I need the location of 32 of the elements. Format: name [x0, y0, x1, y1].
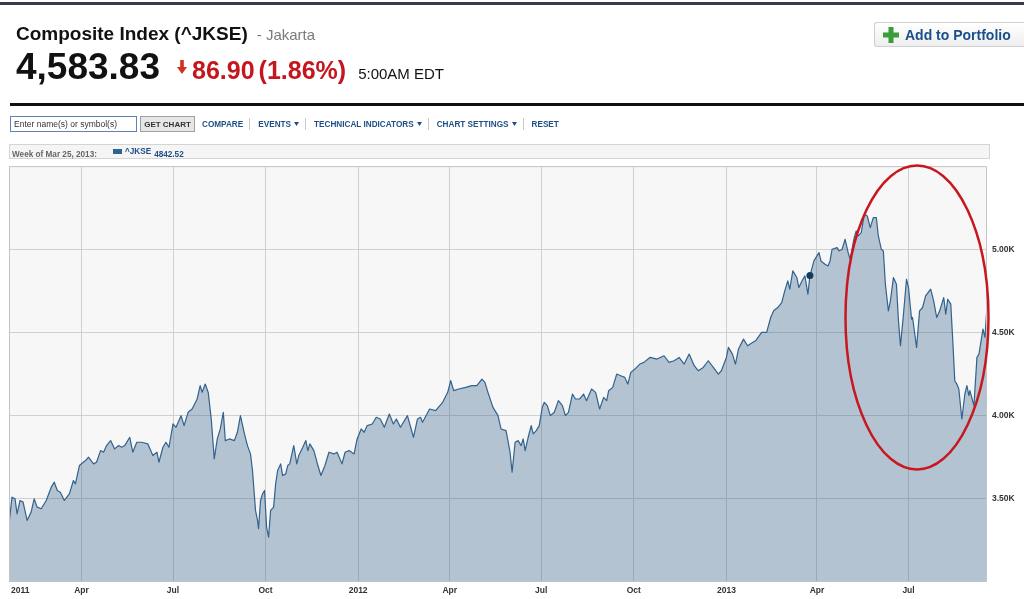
button: GET CHART [140, 116, 195, 132]
x-tick-label: Jul [902, 585, 915, 596]
x-tick-label: Apr [809, 585, 825, 596]
y-tick-label: 4.50K [992, 326, 1016, 337]
x-tick-label: Apr [74, 585, 90, 596]
text: 5:00AM EDT [358, 65, 445, 82]
text: RESET [531, 119, 559, 129]
x-tick-label: Jul [535, 585, 548, 596]
x-tick-label: 2011 [11, 585, 30, 596]
y-tick-label: 5.00K [992, 243, 1016, 254]
text: (1.86%) [258, 56, 347, 84]
y-tick-label: 4.00K [992, 409, 1016, 420]
chart-subtitle: - Jakarta [256, 26, 316, 43]
x-tick-label: Oct [626, 585, 642, 596]
text: 4,583.83 [16, 46, 161, 87]
x-tick-label: 2012 [348, 585, 368, 596]
chart-title: Composite Index (^JKSE) [16, 23, 248, 45]
text-field: Enter name(s) or symbol(s) [10, 116, 137, 132]
x-tick-label: Apr [442, 585, 458, 596]
text: 4842.52 [154, 149, 184, 159]
x-tick-label: Oct [258, 585, 273, 596]
text: COMPARE [202, 119, 244, 129]
x-tick-label: 2013 [716, 585, 737, 596]
text: TECHNICAL INDICATORS [314, 119, 414, 129]
x-tick-label: Jul [166, 585, 180, 596]
text: Week of Mar 25, 2013: [12, 149, 97, 159]
text: CHART SETTINGS [436, 119, 509, 129]
text: 86.90 [192, 56, 255, 84]
button: Add to Portfolio [874, 22, 1024, 47]
text: EVENTS [258, 119, 292, 129]
legend-label: ^JKSE [124, 147, 152, 156]
y-tick-label: 3.50K [992, 493, 1016, 504]
